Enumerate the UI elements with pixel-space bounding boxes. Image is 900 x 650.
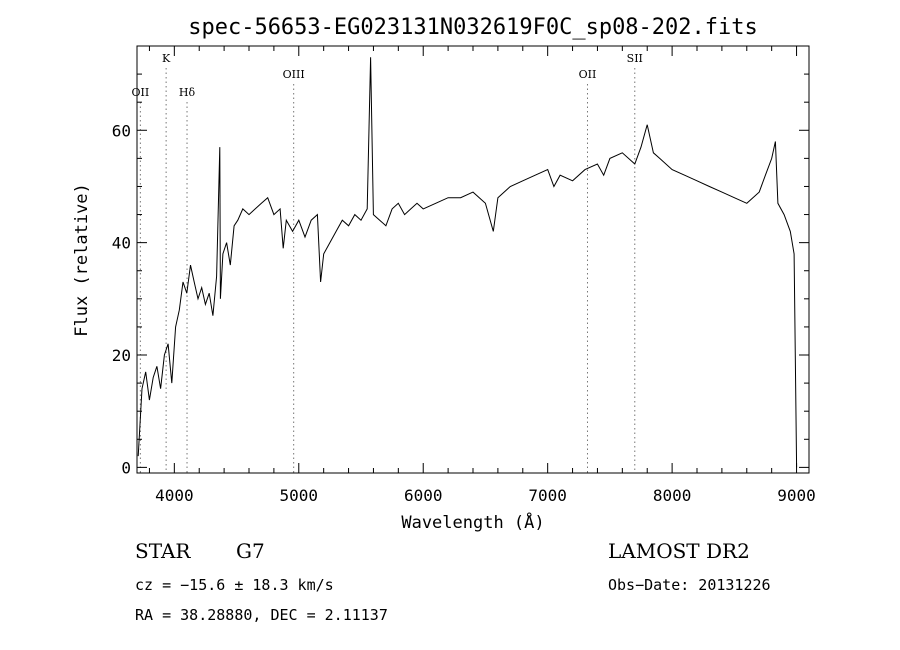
plot-frame bbox=[136, 45, 810, 474]
chart-title: spec-56653-EG023131N032619F0C_sp08-202.f… bbox=[188, 15, 758, 40]
x-axis-ticks: 4000 5000 6000 7000 8000 9000 bbox=[148, 46, 816, 505]
annotation-label: K bbox=[162, 52, 171, 65]
annotation-label: Hδ bbox=[179, 86, 196, 99]
annotation-label: OII bbox=[579, 68, 597, 81]
x-axis-label: Wavelength (Å) bbox=[401, 511, 544, 533]
line-annotations: OII K Hδ OIII OII SII bbox=[132, 52, 643, 473]
annotation-label: SII bbox=[627, 52, 643, 65]
annotation-label: OIII bbox=[283, 68, 305, 81]
x-tick-label: 5000 bbox=[280, 486, 319, 505]
survey-name: LAMOST DR2 bbox=[608, 539, 750, 563]
x-tick-label: 8000 bbox=[653, 486, 692, 505]
obs-date: Obs−Date: 20131226 bbox=[608, 576, 771, 594]
y-tick-label: 0 bbox=[121, 458, 131, 477]
y-tick-label: 60 bbox=[112, 121, 131, 140]
y-axis-label: Flux (relative) bbox=[72, 183, 92, 337]
x-tick-label: 9000 bbox=[777, 486, 816, 505]
x-tick-label: 4000 bbox=[155, 486, 194, 505]
annotation-label: OII bbox=[132, 86, 150, 99]
y-tick-label: 40 bbox=[112, 234, 131, 253]
object-subclass: G7 bbox=[236, 539, 265, 563]
y-axis-ticks: 0 20 40 60 bbox=[112, 73, 809, 477]
x-tick-label: 7000 bbox=[528, 486, 567, 505]
coordinates: RA = 38.28880, DEC = 2.11137 bbox=[135, 606, 388, 624]
y-tick-label: 20 bbox=[112, 346, 131, 365]
x-tick-label: 6000 bbox=[404, 486, 443, 505]
object-class: STAR bbox=[135, 539, 191, 563]
redshift-readout: cz = −15.6 ± 18.3 km/s bbox=[135, 576, 334, 594]
spectrum-line bbox=[137, 57, 798, 468]
